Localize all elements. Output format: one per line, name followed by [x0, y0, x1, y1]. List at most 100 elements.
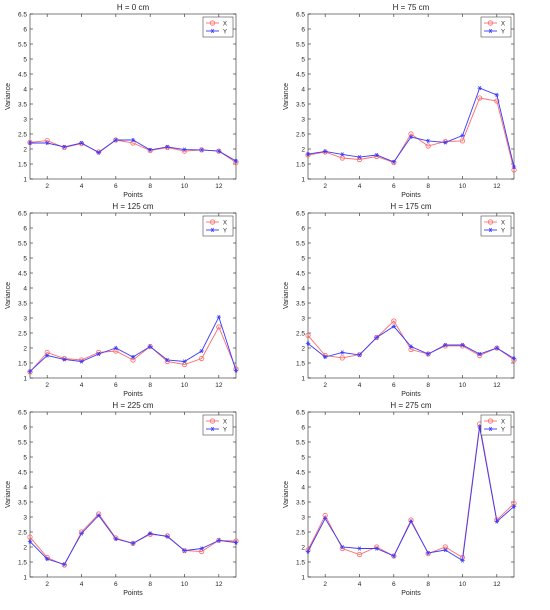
- data-point-x: [113, 535, 119, 541]
- y-tick-label: 6: [301, 226, 305, 233]
- y-tick-label: 5.5: [296, 241, 305, 248]
- data-point-x: [96, 149, 102, 155]
- data-point-y: [391, 159, 397, 165]
- series-line-x: [307, 320, 515, 361]
- y-tick-label: 2.5: [296, 331, 305, 338]
- y-tick-label: 2: [23, 147, 27, 154]
- data-point-y: [182, 147, 187, 152]
- x-tick-label: 4: [358, 581, 362, 588]
- y-tick-label: 2: [301, 147, 305, 154]
- data-point-y: [233, 158, 239, 164]
- y-tick-label: 1.5: [18, 560, 27, 567]
- data-point-x: [61, 144, 67, 151]
- x-axis-label: Points: [401, 192, 421, 199]
- series-line-y: [29, 514, 237, 565]
- data-point-x: [216, 324, 222, 330]
- y-tick-label: 2: [301, 346, 305, 353]
- data-point-y: [44, 140, 50, 146]
- y-tick-label: 2.5: [296, 530, 305, 537]
- chart-title: H = 0 cm: [117, 3, 150, 12]
- y-tick-label: 6.5: [296, 12, 305, 19]
- legend-entry-y: Y: [223, 29, 227, 35]
- data-point-y: [199, 348, 204, 354]
- chart-title: H = 125 cm: [112, 202, 153, 211]
- legend-marker-x: [487, 20, 494, 26]
- data-point-y: [27, 539, 33, 544]
- data-point-y: [165, 357, 170, 363]
- legend: XY: [202, 414, 234, 436]
- y-tick-label: 5.5: [296, 440, 305, 447]
- data-point-y: [374, 546, 379, 551]
- x-tick-label: 8: [148, 183, 152, 190]
- data-point-x: [199, 355, 205, 362]
- data-point-y: [477, 85, 482, 91]
- x-tick-label: 12: [493, 382, 501, 389]
- data-point-y: [62, 357, 67, 362]
- y-tick-label: 4: [23, 87, 27, 94]
- data-point-y: [357, 352, 362, 358]
- data-point-y: [44, 556, 50, 562]
- x-axis-label: Points: [123, 391, 143, 398]
- data-point-x: [147, 147, 153, 154]
- data-point-y: [408, 519, 414, 524]
- data-point-x: [391, 159, 397, 166]
- data-point-y: [199, 147, 204, 153]
- data-point-y: [233, 540, 239, 545]
- x-tick-label: 6: [392, 183, 396, 190]
- data-point-y: [305, 151, 311, 157]
- legend-box: [202, 414, 234, 436]
- y-tick-label: 1: [301, 376, 305, 383]
- data-point-x: [27, 369, 33, 375]
- data-point-y: [460, 558, 465, 563]
- x-axis-label: Points: [401, 391, 421, 398]
- x-tick-label: 12: [215, 581, 223, 588]
- legend-entry-x: X: [501, 419, 505, 425]
- chart-panel-5: H = 225 cm 1 1.5 2 2.5 3 3.5 4 4.5 5 5.5 6 6.5 2 4 6 8 10…: [5, 401, 239, 597]
- y-tick-label: 6.5: [18, 211, 27, 218]
- y-tick-label: 4.5: [296, 72, 305, 79]
- y-tick-label: 6: [301, 425, 305, 432]
- y-tick-label: 5.5: [296, 42, 305, 49]
- data-point-x: [494, 98, 500, 104]
- x-tick-label: 6: [392, 382, 396, 389]
- data-point-y: [391, 553, 397, 559]
- y-tick-label: 3: [23, 117, 27, 124]
- data-point-y: [182, 359, 187, 364]
- x-tick-label: 6: [114, 183, 118, 190]
- y-tick-label: 6.5: [18, 12, 27, 19]
- y-axis-label: Variance: [283, 282, 290, 309]
- y-tick-label: 2.5: [18, 530, 27, 537]
- data-point-y: [460, 342, 465, 348]
- plot-area-frame: [29, 411, 237, 578]
- legend-box: [480, 215, 512, 237]
- y-axis-label: Variance: [5, 481, 12, 508]
- data-point-y: [216, 314, 222, 320]
- legend-entry-y: Y: [501, 228, 505, 234]
- data-point-y: [62, 562, 67, 567]
- legend-marker-x: [209, 219, 216, 225]
- y-tick-label: 4: [23, 485, 27, 492]
- data-point-y: [408, 344, 414, 349]
- data-point-y: [27, 140, 33, 146]
- y-tick-label: 1: [23, 177, 27, 184]
- chart-title: H = 275 cm: [390, 401, 431, 410]
- data-point-y: [443, 140, 448, 145]
- data-point-y: [443, 547, 448, 553]
- y-tick-label: 4.5: [18, 470, 27, 477]
- data-point-y: [374, 335, 379, 340]
- data-point-y: [357, 546, 362, 551]
- data-point-x: [408, 131, 414, 137]
- data-point-y: [494, 345, 500, 351]
- y-tick-label: 3.5: [296, 102, 305, 109]
- y-tick-label: 4: [301, 87, 305, 94]
- x-tick-label: 2: [45, 183, 49, 190]
- data-point-y: [113, 536, 119, 542]
- data-point-y: [165, 144, 170, 150]
- x-tick-label: 6: [114, 581, 118, 588]
- data-point-y: [27, 369, 33, 374]
- series-line-x: [29, 513, 237, 566]
- y-tick-label: 1.5: [18, 361, 27, 368]
- data-point-y: [425, 550, 431, 556]
- x-axis-label: Points: [123, 590, 143, 597]
- data-point-y: [408, 134, 414, 140]
